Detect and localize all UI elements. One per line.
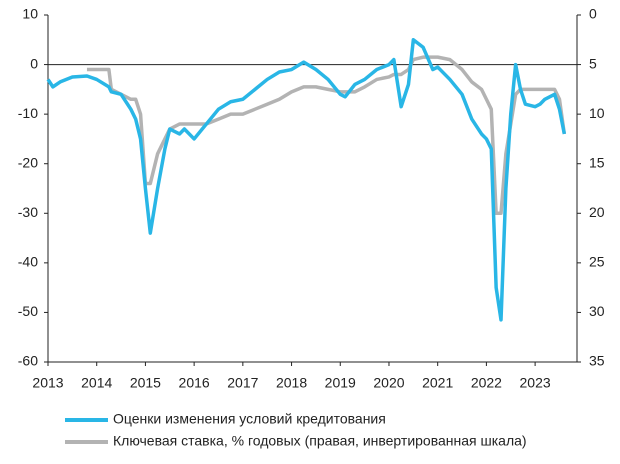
x-tick-label: 2018 (276, 375, 307, 391)
x-tick-label: 2013 (32, 375, 63, 391)
y-tick-label: -20 (18, 154, 38, 170)
y2-tick-label: 15 (589, 154, 605, 170)
y2-tick-label: 5 (589, 55, 597, 71)
x-tick-label: 2014 (81, 375, 112, 391)
y-tick-label: 0 (30, 55, 38, 71)
y2-tick-label: 30 (589, 303, 605, 319)
x-tick-label: 2021 (422, 375, 453, 391)
y-tick-label: -50 (18, 303, 38, 319)
y2-tick-label: 35 (589, 353, 605, 369)
y2-tick-label: 20 (589, 204, 605, 220)
y2-tick-label: 25 (589, 254, 605, 270)
x-tick-label: 2017 (227, 375, 258, 391)
y-tick-label: -40 (18, 254, 38, 270)
y-tick-label: 10 (22, 6, 38, 22)
x-tick-label: 2022 (471, 375, 502, 391)
y-tick-label: -60 (18, 353, 38, 369)
x-tick-label: 2019 (325, 375, 356, 391)
x-tick-label: 2020 (373, 375, 404, 391)
y2-tick-label: 0 (589, 6, 597, 22)
y-tick-label: -30 (18, 204, 38, 220)
legend-label: Оценки изменения условий кредитования (113, 411, 386, 427)
y2-tick-label: 10 (589, 105, 605, 121)
y-tick-label: -10 (18, 105, 38, 121)
x-tick-label: 2023 (520, 375, 551, 391)
series-line (46, 38, 567, 322)
x-tick-label: 2015 (130, 375, 161, 391)
legend-label: Ключевая ставка, % годовых (правая, инве… (113, 433, 527, 449)
x-tick-label: 2016 (179, 375, 210, 391)
